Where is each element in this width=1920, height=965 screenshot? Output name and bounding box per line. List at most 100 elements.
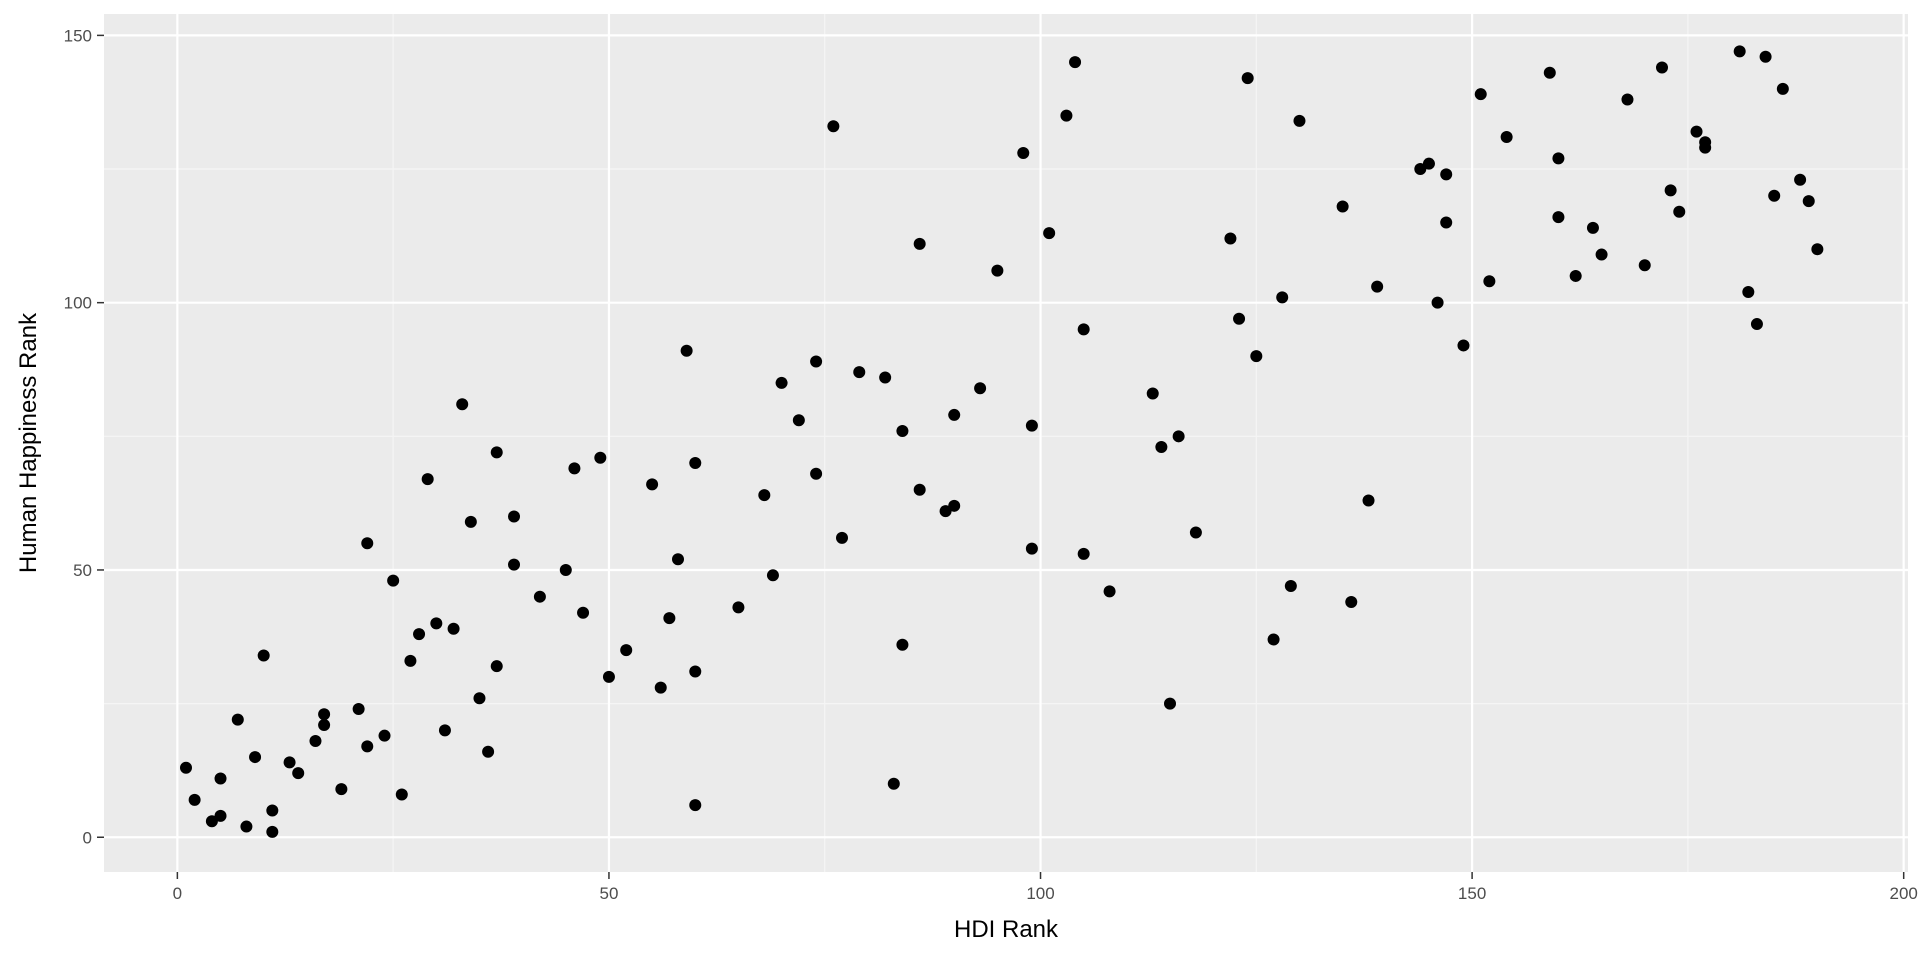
data-point: [1543, 66, 1556, 79]
data-point: [689, 799, 702, 812]
data-point: [214, 772, 227, 785]
data-point: [680, 344, 693, 357]
data-point: [1025, 419, 1038, 432]
y-tick-label: 150: [64, 26, 92, 45]
data-point: [1776, 82, 1789, 95]
data-point: [361, 740, 374, 753]
data-point: [387, 574, 400, 587]
data-point: [1414, 163, 1427, 176]
data-point: [1336, 200, 1349, 213]
data-point: [378, 729, 391, 742]
data-point: [896, 638, 909, 651]
x-tick-label: 50: [599, 884, 618, 903]
data-point: [1164, 697, 1176, 710]
data-point: [1595, 248, 1608, 261]
data-point: [1077, 547, 1090, 560]
data-point: [1759, 50, 1772, 63]
data-point: [335, 783, 348, 796]
major-gridlines: [104, 14, 1908, 872]
data-point: [1224, 232, 1237, 245]
data-point: [594, 451, 607, 464]
data-point: [689, 457, 702, 470]
data-point: [974, 382, 987, 395]
data-point: [1474, 88, 1487, 101]
data-point: [318, 718, 331, 731]
data-point: [1155, 441, 1168, 454]
data-point: [1172, 430, 1185, 443]
data-point: [766, 569, 779, 582]
data-point: [1284, 580, 1297, 592]
data-point: [810, 467, 823, 480]
data-point: [464, 515, 477, 528]
data-point: [1552, 211, 1565, 224]
data-point: [1043, 227, 1056, 240]
data-point: [836, 531, 848, 544]
data-point: [240, 820, 253, 833]
data-point: [1440, 168, 1453, 181]
data-point: [1586, 221, 1599, 234]
data-point: [827, 120, 840, 133]
data-points: [180, 45, 1824, 838]
data-point: [654, 681, 667, 694]
data-point: [266, 825, 279, 838]
data-point: [1750, 318, 1763, 331]
data-point: [896, 424, 909, 437]
data-point: [283, 756, 296, 769]
data-point: [1069, 56, 1082, 69]
data-point: [1371, 280, 1384, 293]
data-point: [1077, 323, 1090, 336]
data-point: [1664, 184, 1677, 197]
data-point: [689, 665, 702, 678]
data-point: [508, 558, 520, 571]
data-point: [1457, 339, 1470, 352]
data-point: [672, 553, 684, 566]
data-point: [1690, 125, 1703, 138]
data-point: [395, 788, 408, 801]
data-point: [309, 735, 322, 748]
data-point: [421, 473, 434, 486]
data-point: [1017, 146, 1030, 159]
data-point: [438, 724, 451, 737]
data-point: [508, 510, 520, 523]
data-point: [1267, 633, 1280, 646]
data-point: [948, 499, 961, 512]
data-point: [1103, 585, 1116, 598]
data-point: [1811, 243, 1824, 256]
minor-gridlines: [104, 14, 1908, 872]
data-point: [1656, 61, 1668, 74]
data-point: [1802, 195, 1815, 208]
plot-panel: [104, 14, 1908, 872]
data-point: [1500, 130, 1513, 143]
data-point: [1440, 216, 1453, 229]
data-point: [404, 654, 417, 667]
data-point: [1483, 275, 1496, 288]
data-point: [646, 478, 659, 491]
data-point: [775, 376, 788, 389]
x-axis-title: HDI Rank: [954, 916, 1059, 943]
data-point: [413, 628, 426, 641]
data-point: [1293, 114, 1306, 127]
data-point: [231, 713, 244, 726]
data-point: [853, 366, 866, 379]
data-point: [1699, 141, 1712, 154]
data-point: [249, 751, 262, 764]
data-point: [1552, 152, 1565, 165]
data-point: [292, 767, 305, 780]
y-tick-label: 100: [64, 294, 92, 313]
data-point: [473, 692, 486, 705]
data-point: [732, 601, 745, 614]
data-point: [1742, 285, 1755, 298]
data-point: [180, 761, 192, 774]
data-point: [810, 355, 823, 368]
data-point: [1241, 72, 1254, 85]
data-point: [188, 793, 201, 806]
data-point: [490, 660, 503, 673]
data-point: [991, 264, 1004, 277]
data-point: [1233, 312, 1246, 325]
data-point: [948, 408, 961, 421]
data-point: [1638, 259, 1651, 272]
data-point: [913, 483, 926, 496]
x-tick-label: 100: [1026, 884, 1054, 903]
data-point: [257, 649, 270, 662]
